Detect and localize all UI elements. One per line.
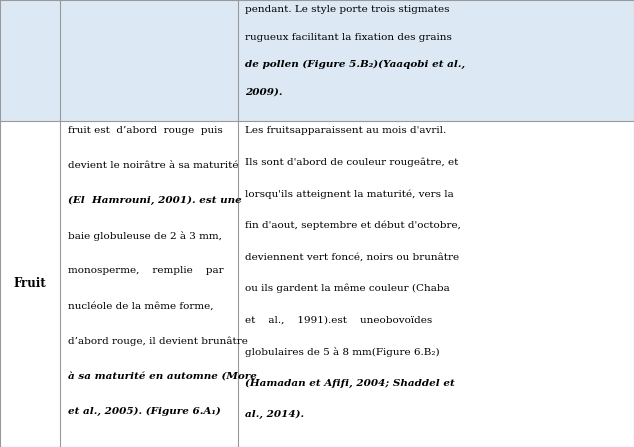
- Text: Ils sont d'abord de couleur rougeâtre, et: Ils sont d'abord de couleur rougeâtre, e…: [245, 158, 459, 167]
- Text: globulaires de 5 à 8 mm(Figure 6.B₂): globulaires de 5 à 8 mm(Figure 6.B₂): [245, 347, 440, 357]
- Text: fruit est  d’abord  rouge  puis: fruit est d’abord rouge puis: [68, 126, 223, 135]
- Text: pendant. Le style porte trois stigmates: pendant. Le style porte trois stigmates: [245, 5, 450, 14]
- Bar: [60, 0, 238, 121]
- Text: de pollen (Figure 5.B₂)(Yaaqobi et al.,: de pollen (Figure 5.B₂)(Yaaqobi et al.,: [245, 60, 465, 69]
- Text: deviennent vert foncé, noirs ou brunâtre: deviennent vert foncé, noirs ou brunâtre: [245, 252, 460, 261]
- Text: d’abord rouge, il devient brunâtre: d’abord rouge, il devient brunâtre: [68, 337, 248, 346]
- Text: rugueux facilitant la fixation des grains: rugueux facilitant la fixation des grain…: [245, 33, 452, 42]
- Bar: [238, 0, 634, 121]
- Text: à sa maturité en automne (More: à sa maturité en automne (More: [68, 371, 257, 380]
- Text: Fruit: Fruit: [14, 277, 46, 291]
- Text: lorsqu'ils atteignent la maturité, vers la: lorsqu'ils atteignent la maturité, vers …: [245, 189, 454, 198]
- Text: (Hamadan et Afifi, 2004; Shaddel et: (Hamadan et Afifi, 2004; Shaddel et: [245, 379, 455, 388]
- Text: monosperme,    remplie    par: monosperme, remplie par: [68, 266, 223, 275]
- Bar: [0, 121, 60, 447]
- Text: fin d'aout, septembre et début d'octobre,: fin d'aout, septembre et début d'octobre…: [245, 221, 461, 230]
- Text: devient le noirâtre à sa maturité: devient le noirâtre à sa maturité: [68, 161, 238, 170]
- Bar: [238, 121, 634, 447]
- Bar: [0, 0, 60, 121]
- Text: et    al.,    1991).est    uneobovoïdes: et al., 1991).est uneobovoïdes: [245, 316, 432, 325]
- Text: (El  Hamrouni, 2001). est une: (El Hamrouni, 2001). est une: [68, 196, 242, 205]
- Text: et al., 2005). (Figure 6.A₁): et al., 2005). (Figure 6.A₁): [68, 407, 221, 416]
- Text: ou ils gardent la même couleur (Chaba: ou ils gardent la même couleur (Chaba: [245, 284, 450, 293]
- Text: nucléole de la même forme,: nucléole de la même forme,: [68, 301, 213, 310]
- Text: al., 2014).: al., 2014).: [245, 410, 304, 419]
- Text: 2009).: 2009).: [245, 88, 283, 97]
- Bar: [60, 121, 238, 447]
- Text: baie globuleuse de 2 à 3 mm,: baie globuleuse de 2 à 3 mm,: [68, 231, 222, 241]
- Text: Les fruitsapparaissent au mois d'avril.: Les fruitsapparaissent au mois d'avril.: [245, 126, 446, 135]
